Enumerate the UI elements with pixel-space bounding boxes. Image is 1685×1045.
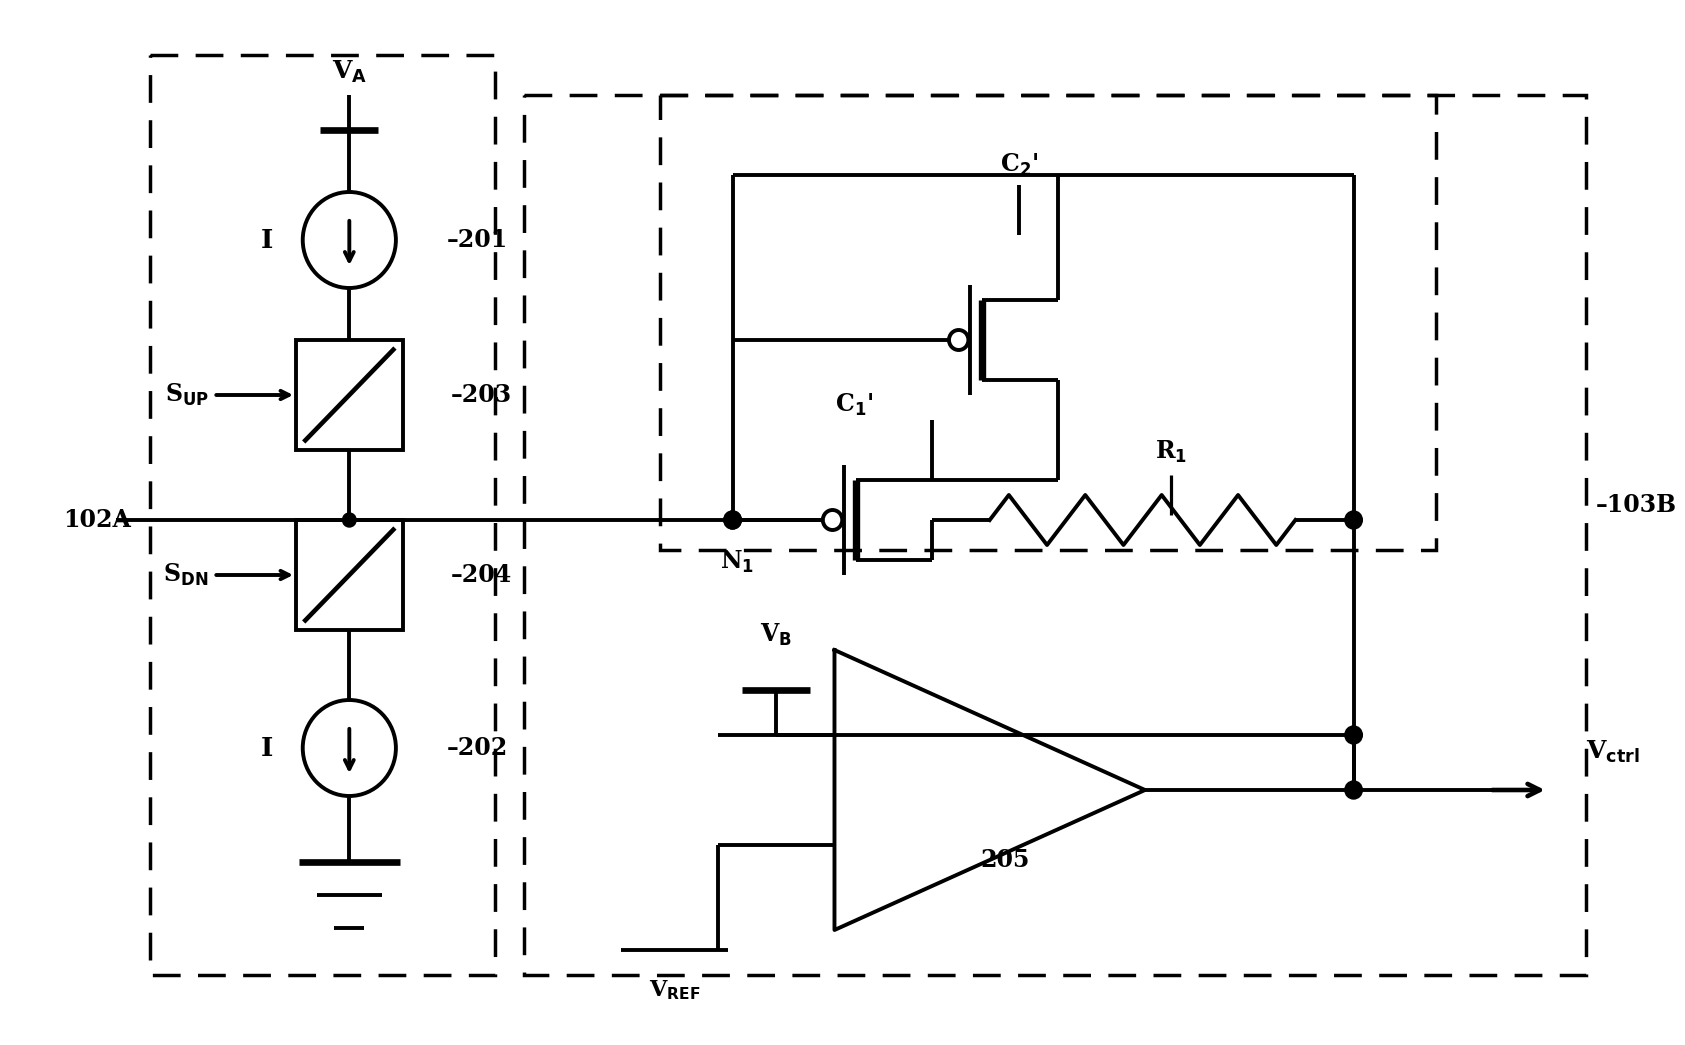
Circle shape xyxy=(1345,511,1363,529)
Circle shape xyxy=(1345,726,1363,744)
Text: V$_\mathbf{REF}$: V$_\mathbf{REF}$ xyxy=(649,978,699,1002)
Text: –201: –201 xyxy=(447,228,507,252)
Text: I: I xyxy=(261,228,273,253)
Bar xyxy=(297,520,403,630)
Circle shape xyxy=(725,511,741,529)
Text: C$_\mathbf{2}$': C$_\mathbf{2}$' xyxy=(999,152,1038,178)
Bar xyxy=(661,95,1436,550)
Bar xyxy=(150,55,495,975)
Circle shape xyxy=(1345,781,1363,799)
Text: S$_\mathbf{DN}$: S$_\mathbf{DN}$ xyxy=(163,562,209,588)
Bar xyxy=(297,340,403,450)
Text: –204: –204 xyxy=(452,563,512,587)
Text: 205: 205 xyxy=(981,847,1030,872)
Circle shape xyxy=(342,513,356,527)
Circle shape xyxy=(725,511,741,529)
Text: R$_\mathbf{1}$: R$_\mathbf{1}$ xyxy=(1156,439,1188,465)
Bar xyxy=(524,95,1587,975)
Text: –203: –203 xyxy=(452,384,512,407)
Text: –202: –202 xyxy=(447,736,507,760)
Text: V$_\mathbf{ctrl}$: V$_\mathbf{ctrl}$ xyxy=(1587,739,1640,765)
Text: 102A: 102A xyxy=(62,508,131,532)
Text: C$_\mathbf{1}$': C$_\mathbf{1}$' xyxy=(834,392,873,418)
Text: I: I xyxy=(261,736,273,761)
Text: N$_\mathbf{1}$: N$_\mathbf{1}$ xyxy=(721,549,755,575)
Text: V$_\mathbf{A}$: V$_\mathbf{A}$ xyxy=(332,59,367,85)
Text: S$_\mathbf{UP}$: S$_\mathbf{UP}$ xyxy=(165,381,209,409)
Text: –103B: –103B xyxy=(1596,493,1677,517)
Text: V$_\mathbf{B}$: V$_\mathbf{B}$ xyxy=(760,622,792,648)
